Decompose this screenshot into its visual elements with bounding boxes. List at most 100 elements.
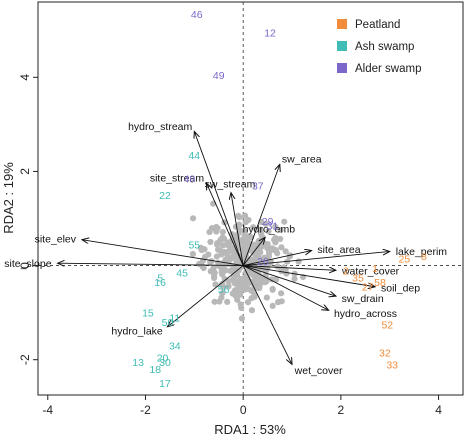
arrow-site-stream [207, 183, 244, 266]
sample-point [274, 250, 281, 257]
site-label: 2 [343, 265, 349, 277]
arrow-site-elev [82, 240, 244, 267]
y-axis: -2 0 2 4 [18, 74, 38, 365]
sample-point [224, 298, 231, 305]
site-label: 50 [162, 317, 174, 329]
sample-point [263, 294, 270, 301]
sample-point [269, 302, 276, 310]
sample-point [282, 248, 289, 255]
site-label: 15 [142, 308, 154, 320]
sample-point [277, 235, 284, 243]
sample-point [200, 264, 207, 272]
site-label: 32 [379, 348, 391, 360]
arrow-label-sw-stream: sw_stream [205, 179, 256, 191]
site-label: 35 [352, 272, 364, 284]
sample-point [260, 254, 268, 261]
sample-point [244, 299, 252, 306]
y-tick-label: 2 [18, 168, 32, 175]
site-label: 29 [262, 216, 274, 228]
arrow-hydro-stream [194, 131, 244, 266]
sample-point [216, 298, 223, 305]
arrow-label-hydro-lake: hydro_lake [111, 326, 163, 338]
arrow-sw-drain [243, 265, 336, 297]
sample-point [257, 226, 264, 233]
arrow-hydro-across [242, 265, 328, 311]
reference-lines [38, 2, 463, 395]
site-label: 26 [257, 256, 269, 268]
arrow-label-site-elev: site_elev [35, 234, 77, 246]
arrow-label-sw-area: sw_area [282, 154, 322, 166]
site-label: 30 [159, 357, 171, 369]
sample-point [278, 298, 285, 305]
arrow-lake-perim [243, 251, 390, 267]
sample-point [206, 228, 213, 236]
site-label: 20 [157, 352, 169, 364]
y-tick-label: 4 [18, 74, 32, 81]
sample-point [211, 272, 218, 280]
sample-point [272, 234, 279, 242]
site-label: 18 [149, 364, 161, 376]
sample-point [242, 212, 249, 219]
sample-point [221, 276, 228, 283]
site-label: 16 [154, 277, 166, 289]
sample-point [219, 280, 226, 288]
sample-point [235, 212, 242, 219]
site-label: 45 [176, 268, 188, 280]
sample-point [248, 307, 256, 314]
arrow-sw-area [242, 164, 280, 266]
sample-point [212, 281, 219, 288]
legend-swatch [337, 41, 347, 51]
legend: Peatland Ash swamp Alder swamp [337, 19, 421, 75]
sample-point [214, 225, 221, 232]
sample-point [250, 224, 257, 231]
y-axis-title: RDA2 : 19% [1, 162, 16, 234]
site-label: 11 [169, 312, 180, 324]
site-label: 13 [132, 357, 144, 369]
sample-point [230, 232, 237, 239]
legend-label: Alder swamp [355, 63, 421, 75]
site-label: 49 [213, 70, 225, 82]
sample-point [238, 315, 246, 322]
sample-point [257, 244, 264, 251]
sample-point [242, 219, 249, 226]
arrow-label-soil-dep: soil_dep [381, 283, 420, 295]
sample-point [238, 304, 245, 312]
arrow-label-sw-drain: sw_drain [342, 293, 384, 305]
site-label: 5 [157, 272, 163, 284]
sample-point [213, 253, 220, 260]
sample-point [225, 247, 233, 255]
site-label: 1 [372, 263, 378, 275]
sample-point [232, 277, 239, 284]
arrow-label-hydro-stream: hydro_stream [128, 121, 192, 133]
arrow-soil-dep [243, 265, 375, 287]
y-tick-label: 0 [18, 262, 32, 269]
arrow-water-cover [243, 265, 336, 271]
arrow-hydro-emb [242, 237, 265, 266]
arrow-label-wet-cover: wet_cover [294, 365, 343, 377]
sample-point [189, 215, 197, 222]
sample-point [225, 283, 232, 290]
legend-label: Peatland [355, 19, 400, 31]
sample-point [248, 287, 255, 295]
sample-point [264, 245, 271, 252]
site-label: 12 [264, 28, 276, 40]
sample-point [241, 235, 248, 242]
site-label: 31 [267, 221, 279, 233]
sample-point [278, 290, 285, 297]
sample-point [220, 267, 227, 275]
x-tick-label: 0 [240, 403, 247, 417]
sample-point [219, 234, 226, 241]
site-label: 8 [421, 251, 427, 263]
legend-swatch [337, 19, 347, 29]
site-label: 48 [184, 173, 196, 185]
sample-point [251, 255, 259, 262]
sample-point [198, 247, 205, 254]
legend-label: Ash swamp [355, 41, 414, 53]
sample-point [281, 218, 288, 225]
sample-point [232, 253, 239, 260]
sample-point [243, 283, 250, 291]
sample-point [262, 220, 269, 227]
arrow-site-area [243, 251, 311, 267]
sample-point [189, 250, 196, 258]
